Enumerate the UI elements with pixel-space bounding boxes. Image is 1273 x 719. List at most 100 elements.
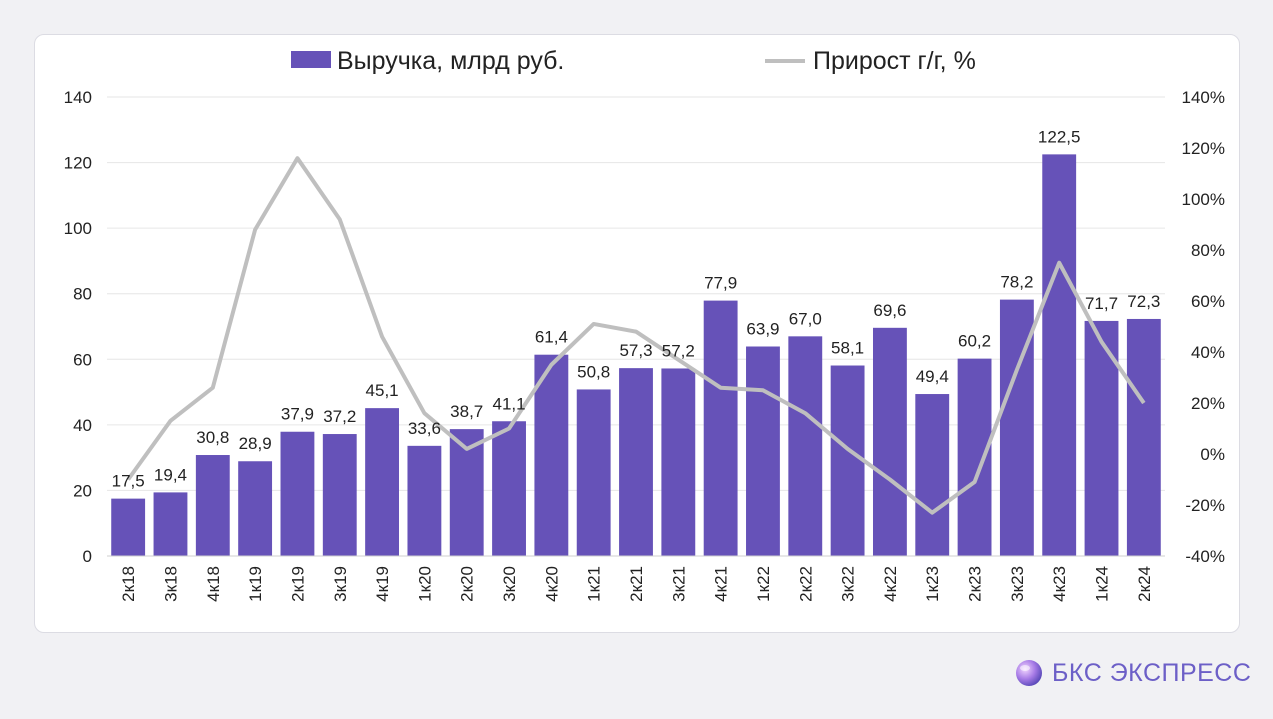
right-axis-tick: -40% <box>1185 547 1225 566</box>
x-axis-tick: 2к18 <box>119 566 138 602</box>
x-axis-tick: 3к19 <box>331 566 350 602</box>
revenue-bar <box>407 445 442 556</box>
revenue-bars <box>111 154 1161 556</box>
left-axis-tick: 20 <box>73 481 92 500</box>
x-axis-tick: 1к23 <box>923 566 942 602</box>
x-axis-tick: 4к21 <box>712 566 731 602</box>
revenue-bar <box>534 354 569 556</box>
revenue-bar <box>322 434 357 556</box>
revenue-bar <box>703 300 738 556</box>
brand-name: БКС ЭКСПРЕСС <box>1052 658 1252 687</box>
right-axis-tick: 120% <box>1182 139 1225 158</box>
right-axis-tick: 140% <box>1182 88 1225 107</box>
x-axis-tick: 2к24 <box>1135 566 1154 602</box>
revenue-bar <box>111 498 146 556</box>
left-axis-tick: 140 <box>64 88 92 107</box>
bar-value-label: 17,5 <box>112 472 145 491</box>
right-axis-tick: 0% <box>1200 445 1225 464</box>
x-axis-tick: 1к24 <box>1093 566 1112 602</box>
legend-bar-label: Выручка, млрд руб. <box>337 47 564 75</box>
bks-sphere-logo-icon <box>1016 660 1042 686</box>
bar-value-label: 72,3 <box>1127 292 1160 311</box>
x-axis-tick: 3к20 <box>500 566 519 602</box>
bar-value-label: 57,3 <box>619 341 652 360</box>
right-axis-tick: 100% <box>1182 190 1225 209</box>
revenue-bar <box>957 358 992 556</box>
right-axis-tick: 40% <box>1191 343 1225 362</box>
revenue-growth-chart: 17,5 19,4 30,8 28,9 37,9 37,2 45,1 33,6 38,7 41,1… <box>64 47 1225 602</box>
right-axis-tick: 80% <box>1191 241 1225 260</box>
bar-value-label: 63,9 <box>746 319 779 338</box>
x-axis-tick: 3к18 <box>161 566 180 602</box>
bar-value-label: 122,5 <box>1038 127 1081 146</box>
left-axis-tick: 40 <box>73 416 92 435</box>
legend-bar-swatch <box>291 51 331 68</box>
right-axis-tick: 20% <box>1191 394 1225 413</box>
x-axis-tick: 1к19 <box>246 566 265 602</box>
bar-value-label: 37,9 <box>281 405 314 424</box>
bar-value-label: 78,2 <box>1000 273 1033 292</box>
bar-value-label: 77,9 <box>704 274 737 293</box>
brand-logo-block: БКС ЭКСПРЕСС <box>1014 655 1251 691</box>
revenue-bar <box>1126 318 1161 556</box>
x-axis-tick: 2к20 <box>458 566 477 602</box>
left-axis: 0 20 40 60 80 100 120 140 <box>64 88 92 566</box>
bar-value-label: 60,2 <box>958 332 991 351</box>
legend-line-label: Прирост г/г, % <box>813 47 976 75</box>
revenue-bar <box>746 346 780 556</box>
revenue-bar <box>788 336 823 556</box>
x-axis-tick: 4к18 <box>204 566 223 602</box>
bar-value-label: 58,1 <box>831 339 864 358</box>
bar-value-label: 33,6 <box>408 419 441 438</box>
revenue-bar <box>576 389 611 556</box>
revenue-bar <box>153 492 188 556</box>
bar-value-label: 71,7 <box>1085 294 1118 313</box>
revenue-bar <box>238 461 273 556</box>
legend: Выручка, млрд руб. Прирост г/г, % <box>291 47 976 75</box>
bar-value-label: 69,6 <box>873 301 906 320</box>
growth-line <box>126 156 1146 515</box>
right-axis-tick: 60% <box>1191 292 1225 311</box>
left-axis-tick: 80 <box>73 285 92 304</box>
bar-value-label: 49,4 <box>916 367 949 386</box>
revenue-bar <box>492 421 526 556</box>
bar-value-label: 45,1 <box>366 381 399 400</box>
right-axis: -40% -20% 0% 20% 40% 60% 80% 100% 120% 140% <box>1182 88 1225 566</box>
bar-value-label: 41,1 <box>492 394 525 413</box>
x-axis-tick: 4к19 <box>373 566 392 602</box>
x-axis-tick: 4к23 <box>1050 566 1069 602</box>
x-axis-tick: 3к23 <box>1008 566 1027 602</box>
bar-value-label: 30,8 <box>196 428 229 447</box>
x-axis-tick: 2к19 <box>288 566 307 602</box>
bar-value-label: 19,4 <box>154 465 187 484</box>
revenue-bar <box>365 408 400 556</box>
x-axis-tick: 4к20 <box>542 566 561 602</box>
revenue-bar <box>1042 154 1077 556</box>
left-axis-tick: 100 <box>64 219 92 238</box>
bar-value-label: 50,8 <box>577 362 610 381</box>
chart-card: 17,5 19,4 30,8 28,9 37,9 37,2 45,1 33,6 38,7 41,1… <box>34 34 1240 633</box>
x-axis-tick: 1к22 <box>754 566 773 602</box>
bar-value-label: 38,7 <box>450 402 483 421</box>
x-axis-tick: 1к21 <box>585 566 604 602</box>
bar-value-label: 37,2 <box>323 407 356 426</box>
revenue-bar <box>915 394 950 556</box>
x-axis-tick: 1к20 <box>415 566 434 602</box>
bar-value-labels: 17,5 19,4 30,8 28,9 37,9 37,2 45,1 33,6 38,7 41,1… <box>112 127 1161 490</box>
bar-value-label: 28,9 <box>239 434 272 453</box>
left-axis-tick: 0 <box>83 547 92 566</box>
x-axis-tick: 2к21 <box>627 566 646 602</box>
revenue-bar <box>195 455 230 556</box>
revenue-bar <box>830 365 865 556</box>
left-axis-tick: 60 <box>73 350 92 369</box>
revenue-bar <box>872 327 907 556</box>
right-axis-tick: -20% <box>1185 496 1225 515</box>
x-axis-tick: 3к21 <box>669 566 688 602</box>
revenue-bar <box>661 368 696 556</box>
x-axis-tick: 3к22 <box>839 566 858 602</box>
revenue-bar <box>280 431 315 556</box>
revenue-bar <box>619 368 653 556</box>
x-axis-tick: 2к22 <box>796 566 815 602</box>
left-axis-tick: 120 <box>64 154 92 173</box>
bar-value-label: 61,4 <box>535 328 568 347</box>
